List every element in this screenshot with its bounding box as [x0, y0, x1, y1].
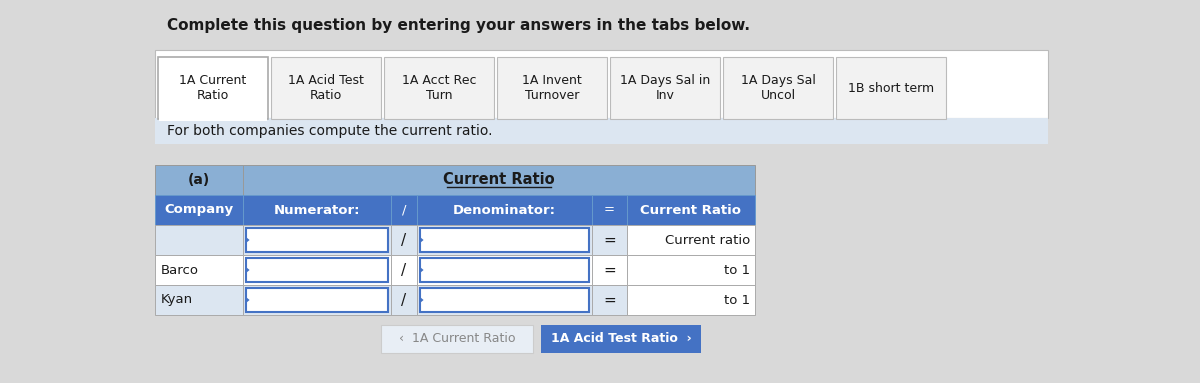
- FancyBboxPatch shape: [158, 118, 266, 121]
- FancyBboxPatch shape: [592, 225, 628, 255]
- FancyBboxPatch shape: [242, 195, 391, 225]
- FancyBboxPatch shape: [155, 225, 242, 255]
- FancyBboxPatch shape: [155, 285, 242, 315]
- FancyBboxPatch shape: [155, 50, 1048, 118]
- Text: Denominator:: Denominator:: [454, 203, 556, 216]
- Text: 1A Acid Test Ratio  ›: 1A Acid Test Ratio ›: [551, 332, 691, 345]
- FancyBboxPatch shape: [155, 0, 1048, 383]
- Text: 1A Days Sal
Uncol: 1A Days Sal Uncol: [740, 74, 816, 102]
- FancyBboxPatch shape: [384, 57, 494, 119]
- Polygon shape: [246, 237, 250, 243]
- Text: /: /: [402, 293, 407, 308]
- Text: 1B short term: 1B short term: [848, 82, 934, 95]
- Text: to 1: to 1: [724, 293, 750, 306]
- FancyBboxPatch shape: [382, 325, 533, 353]
- FancyBboxPatch shape: [497, 57, 607, 119]
- FancyBboxPatch shape: [420, 288, 589, 312]
- Polygon shape: [420, 297, 424, 303]
- Text: Current ratio: Current ratio: [665, 234, 750, 247]
- Text: 1A Acid Test
Ratio: 1A Acid Test Ratio: [288, 74, 364, 102]
- FancyBboxPatch shape: [391, 285, 418, 315]
- FancyBboxPatch shape: [155, 118, 1048, 144]
- Text: Complete this question by entering your answers in the tabs below.: Complete this question by entering your …: [167, 18, 750, 33]
- FancyBboxPatch shape: [628, 285, 755, 315]
- FancyBboxPatch shape: [418, 195, 592, 225]
- Text: =: =: [604, 262, 616, 278]
- FancyBboxPatch shape: [628, 225, 755, 255]
- FancyBboxPatch shape: [628, 255, 755, 285]
- Text: Current Ratio: Current Ratio: [641, 203, 742, 216]
- FancyBboxPatch shape: [242, 285, 391, 315]
- Text: Current Ratio: Current Ratio: [443, 172, 554, 188]
- Text: ‹  1A Current Ratio: ‹ 1A Current Ratio: [398, 332, 515, 345]
- Text: (a): (a): [188, 173, 210, 187]
- Text: Kyan: Kyan: [161, 293, 193, 306]
- FancyBboxPatch shape: [155, 195, 242, 225]
- Text: /: /: [402, 203, 407, 216]
- FancyBboxPatch shape: [391, 195, 418, 225]
- Text: Barco: Barco: [161, 264, 199, 277]
- FancyBboxPatch shape: [242, 225, 391, 255]
- FancyBboxPatch shape: [420, 258, 589, 282]
- FancyBboxPatch shape: [391, 225, 418, 255]
- FancyBboxPatch shape: [592, 195, 628, 225]
- FancyBboxPatch shape: [541, 325, 701, 353]
- FancyBboxPatch shape: [271, 57, 382, 119]
- Text: Numerator:: Numerator:: [274, 203, 360, 216]
- FancyBboxPatch shape: [836, 57, 946, 119]
- FancyBboxPatch shape: [158, 57, 268, 119]
- Text: to 1: to 1: [724, 264, 750, 277]
- FancyBboxPatch shape: [418, 255, 592, 285]
- FancyBboxPatch shape: [246, 288, 388, 312]
- Text: =: =: [604, 232, 616, 247]
- FancyBboxPatch shape: [592, 285, 628, 315]
- FancyBboxPatch shape: [418, 285, 592, 315]
- Text: For both companies compute the current ratio.: For both companies compute the current r…: [167, 124, 492, 138]
- FancyBboxPatch shape: [420, 228, 589, 252]
- FancyBboxPatch shape: [722, 57, 833, 119]
- FancyBboxPatch shape: [418, 225, 592, 255]
- Text: =: =: [604, 293, 616, 308]
- Text: 1A Days Sal in
Inv: 1A Days Sal in Inv: [620, 74, 710, 102]
- Text: /: /: [402, 232, 407, 247]
- FancyBboxPatch shape: [155, 255, 242, 285]
- FancyBboxPatch shape: [246, 228, 388, 252]
- Text: =: =: [604, 203, 616, 216]
- Text: 1A Current
Ratio: 1A Current Ratio: [179, 74, 247, 102]
- Polygon shape: [420, 237, 424, 243]
- FancyBboxPatch shape: [242, 255, 391, 285]
- Polygon shape: [246, 297, 250, 303]
- FancyBboxPatch shape: [610, 57, 720, 119]
- Text: Company: Company: [164, 203, 234, 216]
- FancyBboxPatch shape: [628, 195, 755, 225]
- Text: 1A Acct Rec
Turn: 1A Acct Rec Turn: [402, 74, 476, 102]
- FancyBboxPatch shape: [592, 255, 628, 285]
- Text: /: /: [402, 262, 407, 278]
- FancyBboxPatch shape: [242, 165, 755, 195]
- FancyBboxPatch shape: [155, 165, 242, 195]
- Polygon shape: [420, 267, 424, 273]
- FancyBboxPatch shape: [246, 258, 388, 282]
- FancyBboxPatch shape: [391, 255, 418, 285]
- Polygon shape: [246, 267, 250, 273]
- Text: 1A Invent
Turnover: 1A Invent Turnover: [522, 74, 582, 102]
